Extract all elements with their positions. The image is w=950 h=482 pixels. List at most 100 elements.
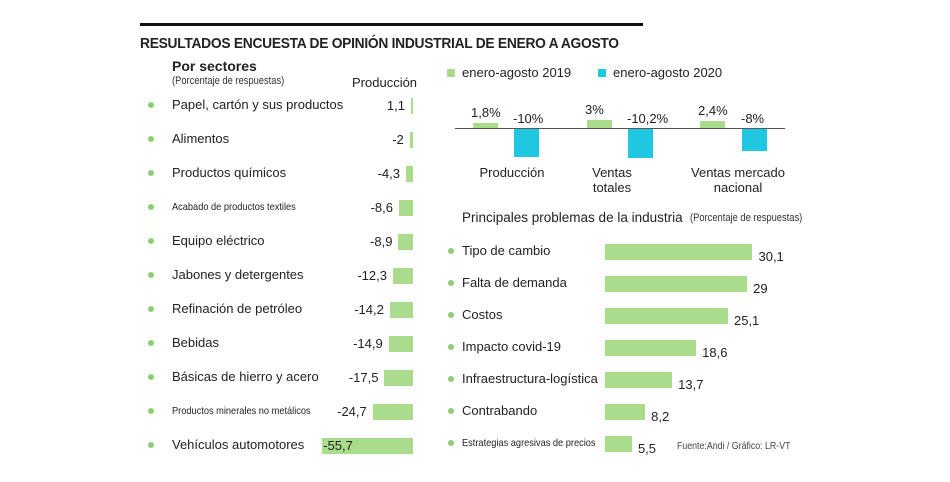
- sector-bar: [405, 166, 413, 182]
- category-label: Producción: [479, 165, 545, 180]
- sector-value: -8,6: [370, 200, 393, 215]
- bar-2019: [700, 121, 725, 128]
- problem-bar: [605, 244, 753, 260]
- row-bullet: [148, 170, 154, 176]
- row-bullet: [148, 340, 154, 346]
- sector-value: -12,3: [357, 268, 387, 283]
- row-bullet: [148, 204, 154, 210]
- row-bullet: [448, 440, 454, 446]
- sector-label: Papel, cartón y sus productos: [172, 97, 344, 112]
- sector-value: -2: [392, 132, 404, 147]
- zero-axis-line: [455, 128, 785, 129]
- row-bullet: [148, 442, 154, 448]
- sector-value: -55,7: [323, 438, 353, 453]
- sector-label: Refinación de petróleo: [172, 301, 303, 316]
- sector-bar: [384, 370, 413, 386]
- sector-label: Básicas de hierro y acero: [172, 369, 319, 384]
- problem-label: Falta de demanda: [462, 275, 567, 290]
- sectors-subtitle: (Porcentaje de respuestas): [172, 75, 285, 87]
- problem-label: Contrabando: [462, 403, 538, 418]
- problem-label: Impacto covid-19: [462, 339, 561, 354]
- problem-value: 18,6: [702, 345, 728, 360]
- problem-value: 13,7: [678, 377, 704, 392]
- sector-bar: [322, 438, 413, 454]
- sector-bar: [388, 336, 413, 352]
- row-bullet: [448, 408, 454, 414]
- row-bullet: [148, 408, 154, 414]
- sector-value: 1,1: [386, 98, 405, 113]
- sector-bar: [411, 98, 413, 114]
- sector-label: Alimentos: [172, 131, 230, 146]
- problem-bar: [605, 372, 673, 388]
- bar-2019: [587, 119, 612, 128]
- problem-bar: [605, 340, 697, 356]
- problem-bar: [605, 308, 728, 324]
- category-label: Ventas: [592, 165, 632, 180]
- sector-value: -14,9: [353, 336, 383, 351]
- row-bullet: [148, 306, 154, 312]
- legend-swatch-2019: [447, 69, 455, 77]
- problem-label: Infraestructura-logística: [462, 371, 598, 386]
- row-bullet: [448, 344, 454, 350]
- row-bullet: [448, 248, 454, 254]
- problem-label: Costos: [462, 307, 503, 322]
- sector-bar: [398, 234, 413, 250]
- problem-label: Estrategias agresivas de precios: [462, 437, 596, 449]
- row-bullet: [448, 280, 454, 286]
- sector-bar: [398, 200, 413, 216]
- bar-2019-label: 1,8%: [471, 104, 501, 120]
- sector-value: -24,7: [337, 404, 367, 419]
- problem-value: 5,5: [637, 441, 657, 456]
- sector-value: -8,9: [370, 234, 393, 249]
- sector-label: Jabones y detergentes: [172, 267, 304, 282]
- problem-value: 30,1: [758, 249, 784, 264]
- category-label: nacional: [713, 180, 763, 195]
- bar-2020-label: -10%: [513, 111, 544, 126]
- sector-value: -17,5: [348, 370, 379, 385]
- sector-label: Acabado de productos textiles: [172, 201, 296, 213]
- legend-label-2019: enero-agosto 2019: [462, 65, 572, 80]
- category-label: Ventas mercado: [691, 165, 785, 180]
- bar-2020: [628, 129, 653, 158]
- row-bullet: [148, 272, 154, 278]
- source-note: Fuente:Andi / Gráfico: LR-VT: [677, 441, 791, 452]
- problem-value: 29: [753, 281, 768, 296]
- bar-2020-label: -8%: [741, 111, 765, 126]
- problem-bar: [605, 276, 748, 292]
- sector-label: Bebidas: [172, 335, 219, 350]
- bar-2020: [742, 129, 767, 152]
- problems-subtitle: (Porcentaje de respuestas): [690, 212, 803, 224]
- row-bullet: [148, 238, 154, 244]
- category-label: totales: [592, 180, 632, 195]
- sector-bar: [372, 404, 413, 420]
- problem-value: 25,1: [733, 313, 760, 328]
- problem-bar: [605, 404, 646, 420]
- sectors-title: Por sectores: [172, 58, 257, 74]
- row-bullet: [148, 374, 154, 380]
- problem-label: Tipo de cambio: [462, 243, 551, 258]
- problem-value: 8,2: [651, 409, 670, 424]
- row-bullet: [148, 102, 154, 108]
- sector-label: Equipo eléctrico: [172, 233, 265, 248]
- problem-bar: [605, 436, 632, 452]
- sector-label: Vehículos automotores: [172, 437, 305, 452]
- legend-label-2020: enero-agosto 2020: [613, 65, 723, 80]
- sector-bar: [389, 302, 413, 318]
- row-bullet: [148, 136, 154, 142]
- bar-2020: [514, 129, 539, 157]
- bar-2019-label: 2,4%: [698, 103, 728, 119]
- row-bullet: [448, 312, 454, 318]
- bar-2019-label: 3%: [585, 101, 604, 117]
- title-rule: [140, 23, 643, 26]
- problems-title: Principales problemas de la industria: [462, 210, 683, 225]
- sector-value: -14,2: [354, 302, 384, 317]
- sector-bar: [392, 268, 413, 284]
- sector-label: Productos minerales no metálicos: [172, 405, 311, 417]
- legend-swatch-2020: [598, 69, 606, 77]
- row-bullet: [448, 376, 454, 382]
- sectors-column-label: Producción: [352, 75, 418, 90]
- page-title: RESULTADOS ENCUESTA DE OPINIÓN INDUSTRIA…: [140, 35, 619, 52]
- sector-label: Productos químicos: [172, 165, 287, 180]
- sector-value: -4,3: [377, 166, 400, 181]
- sector-bar: [409, 132, 413, 148]
